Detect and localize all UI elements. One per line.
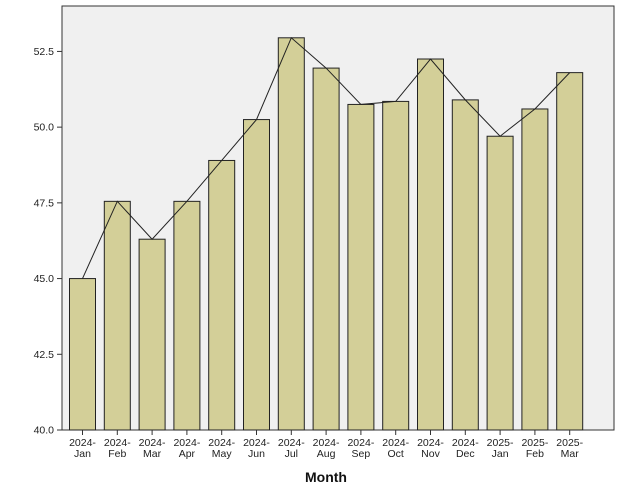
x-tick-label-year: 2024- bbox=[173, 437, 200, 449]
x-tick-label-year: 2024- bbox=[139, 437, 166, 449]
bar bbox=[243, 119, 270, 431]
x-tick-label-month: Jan bbox=[492, 448, 509, 460]
bar bbox=[451, 99, 479, 431]
y-tick-label: 42.5 bbox=[34, 349, 55, 361]
y-tick-label: 52.5 bbox=[34, 46, 55, 58]
bar bbox=[486, 135, 514, 431]
x-tick-label-year: 2024- bbox=[69, 437, 96, 449]
x-tick-label-year: 2024- bbox=[452, 437, 479, 449]
x-tick-label-year: 2024- bbox=[347, 437, 374, 449]
bar bbox=[208, 159, 236, 431]
x-tick-label-year: 2024- bbox=[208, 437, 235, 449]
x-tick-label-year: 2024- bbox=[278, 437, 305, 449]
x-tick-label-month: Apr bbox=[179, 448, 196, 460]
x-tick-label-year: 2024- bbox=[382, 437, 409, 449]
bar bbox=[417, 58, 444, 431]
y-axis: 40.0 42.5 45.0 47.5 50.0 52.5 bbox=[34, 46, 62, 437]
x-tick-label-month: Feb bbox=[526, 448, 544, 460]
x-tick-label-year: 2024- bbox=[104, 437, 131, 449]
x-tick-label-year: 2025- bbox=[521, 437, 548, 449]
x-tick-label-year: 2025- bbox=[556, 437, 583, 449]
x-tick-label-month: Sep bbox=[352, 448, 371, 460]
x-axis: 2024-Jan2024-Feb2024-Mar2024-Apr2024-May… bbox=[69, 430, 584, 460]
bar bbox=[347, 103, 375, 431]
x-tick-label-month: Jul bbox=[285, 448, 298, 460]
bar bbox=[69, 278, 96, 431]
y-tick-label: 45.0 bbox=[34, 273, 55, 285]
y-tick-label: 50.0 bbox=[34, 122, 55, 134]
trend-line bbox=[82, 36, 571, 279]
x-tick-label-month: Jun bbox=[248, 448, 265, 460]
bar bbox=[382, 100, 410, 431]
x-tick-label-year: 2024- bbox=[417, 437, 444, 449]
x-tick-label-month: Aug bbox=[317, 448, 336, 460]
bar bbox=[103, 200, 131, 431]
x-tick-label-year: 2024- bbox=[313, 437, 340, 449]
bar bbox=[521, 108, 549, 431]
bar bbox=[277, 37, 305, 431]
x-tick-label-month: Feb bbox=[108, 448, 126, 460]
x-tick-label-month: Mar bbox=[143, 448, 162, 460]
x-tick-label-month: Mar bbox=[561, 448, 580, 460]
x-tick-label-year: 2025- bbox=[487, 437, 514, 449]
x-tick-label-month: May bbox=[212, 448, 233, 460]
y-tick-label: 47.5 bbox=[34, 197, 55, 209]
x-tick-label-month: Nov bbox=[421, 448, 440, 460]
x-tick-label-month: Jan bbox=[74, 448, 91, 460]
y-tick-label: 40.0 bbox=[34, 425, 55, 437]
bar bbox=[556, 72, 584, 431]
x-tick-label-month: Dec bbox=[456, 448, 475, 460]
trend-line-layer bbox=[82, 36, 571, 279]
bar bbox=[138, 238, 166, 431]
bar bbox=[312, 67, 340, 431]
bar bbox=[173, 200, 201, 431]
x-axis-title: Month bbox=[305, 469, 347, 485]
x-tick-label-year: 2024- bbox=[243, 437, 270, 449]
x-tick-label-month: Oct bbox=[388, 448, 404, 460]
